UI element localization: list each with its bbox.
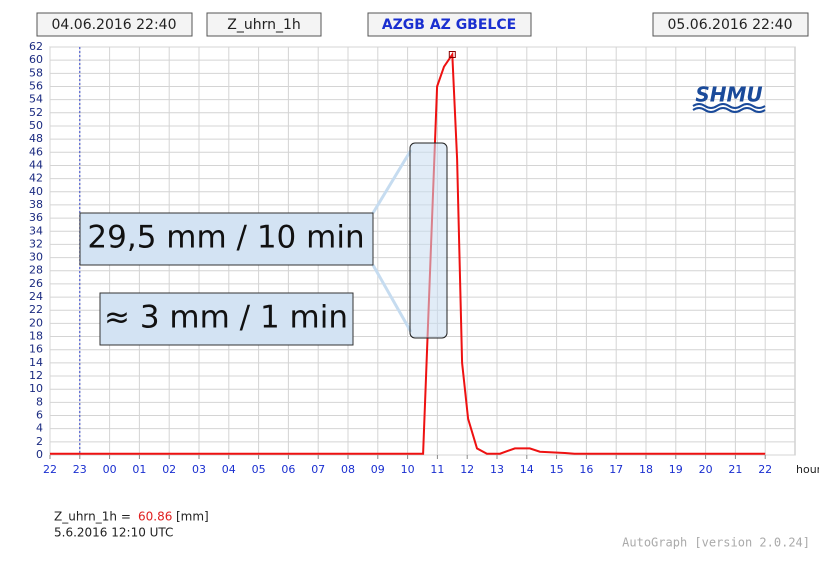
- x-tick-label: 15: [550, 463, 564, 476]
- annotation-box: [99, 292, 354, 346]
- header-box: [36, 12, 193, 37]
- logo-waves: [692, 103, 766, 113]
- y-tick-label: 8: [36, 395, 43, 408]
- header-box: [652, 12, 809, 37]
- y-tick-label: 26: [29, 277, 43, 290]
- y-tick-label: 30: [29, 251, 43, 264]
- y-tick-label: 22: [29, 303, 43, 316]
- y-tick-label: 60: [29, 53, 43, 66]
- x-tick-label: 19: [669, 463, 683, 476]
- footer-credit: AutoGraph [version 2.0.24]: [622, 536, 810, 550]
- x-tick-label: 07: [311, 463, 325, 476]
- y-tick-label: 0: [36, 448, 43, 461]
- x-tick-label: 20: [699, 463, 713, 476]
- x-axis-label: hour: [796, 463, 819, 476]
- data-line: [50, 51, 766, 455]
- x-tick-label: 12: [460, 463, 474, 476]
- x-tick-label: 06: [281, 463, 295, 476]
- y-tick-label: 42: [29, 172, 43, 185]
- x-tick-label: 09: [371, 463, 385, 476]
- highlight-box: [409, 142, 448, 339]
- y-tick-label: 50: [29, 119, 43, 132]
- x-tick-label: 10: [401, 463, 415, 476]
- y-tick-label: 10: [29, 382, 43, 395]
- variable-name: Z_uhrn_1h: [227, 17, 301, 33]
- x-tick-label: 03: [192, 463, 206, 476]
- y-tick-label: 4: [36, 422, 43, 435]
- x-tick-label: 13: [490, 463, 504, 476]
- y-tick-label: 52: [29, 106, 43, 119]
- footer-timestamp: 5.6.2016 12:10 UTC: [54, 526, 173, 540]
- header-box: [206, 12, 322, 37]
- y-tick-label: 2: [36, 435, 43, 448]
- x-tick-label: 22: [43, 463, 57, 476]
- x-tick-label: 23: [73, 463, 87, 476]
- x-tick-label: 11: [430, 463, 444, 476]
- start-time: 04.06.2016 22:40: [52, 17, 177, 33]
- x-tick-label: 00: [103, 463, 117, 476]
- x-tick-label: 04: [222, 463, 236, 476]
- y-tick-label: 12: [29, 369, 43, 382]
- annotation: ≈ 3 mm / 1 min: [104, 300, 348, 336]
- y-tick-label: 24: [29, 290, 43, 303]
- x-tick-label: 21: [728, 463, 742, 476]
- y-tick-label: 28: [29, 264, 43, 277]
- annotation: 29,5 mm / 10 min: [87, 220, 364, 256]
- y-tick-label: 48: [29, 132, 43, 145]
- logo: SHMU: [695, 83, 762, 107]
- y-tick-label: 54: [29, 93, 43, 106]
- y-tick-label: 32: [29, 237, 43, 250]
- y-tick-label: 44: [29, 158, 43, 171]
- plot: [50, 51, 766, 455]
- x-tick-label: 16: [579, 463, 593, 476]
- callout-line: [371, 149, 413, 214]
- annotation-box: [79, 212, 374, 266]
- station-name: AZGB AZ GBELCE: [382, 17, 516, 33]
- x-tick-label: 17: [609, 463, 623, 476]
- y-tick-label: 16: [29, 343, 43, 356]
- y-tick-label: 38: [29, 198, 43, 211]
- header-box: [367, 12, 532, 37]
- x-tick-label: 02: [162, 463, 176, 476]
- footer-unit: [mm]: [176, 510, 209, 524]
- y-tick-label: 56: [29, 79, 43, 92]
- y-tick-label: 58: [29, 66, 43, 79]
- y-tick-label: 62: [29, 40, 43, 53]
- y-tick-label: 40: [29, 185, 43, 198]
- y-tick-label: 6: [36, 409, 43, 422]
- y-tick-label: 20: [29, 316, 43, 329]
- y-tick-label: 34: [29, 224, 43, 237]
- footer-value: 60.86: [138, 510, 172, 524]
- callout-line: [371, 264, 413, 333]
- x-tick-label: 05: [252, 463, 266, 476]
- x-tick-label: 22: [758, 463, 772, 476]
- footer-label: Z_uhrn_1h =: [54, 510, 131, 524]
- y-tick-label: 18: [29, 330, 43, 343]
- x-tick-label: 01: [132, 463, 146, 476]
- x-tick-label: 08: [341, 463, 355, 476]
- y-tick-label: 36: [29, 211, 43, 224]
- end-time: 05.06.2016 22:40: [668, 17, 793, 33]
- y-tick-label: 46: [29, 145, 43, 158]
- peak-marker: [448, 51, 456, 59]
- x-tick-label: 18: [639, 463, 653, 476]
- y-tick-label: 14: [29, 356, 43, 369]
- x-tick-label: 14: [520, 463, 534, 476]
